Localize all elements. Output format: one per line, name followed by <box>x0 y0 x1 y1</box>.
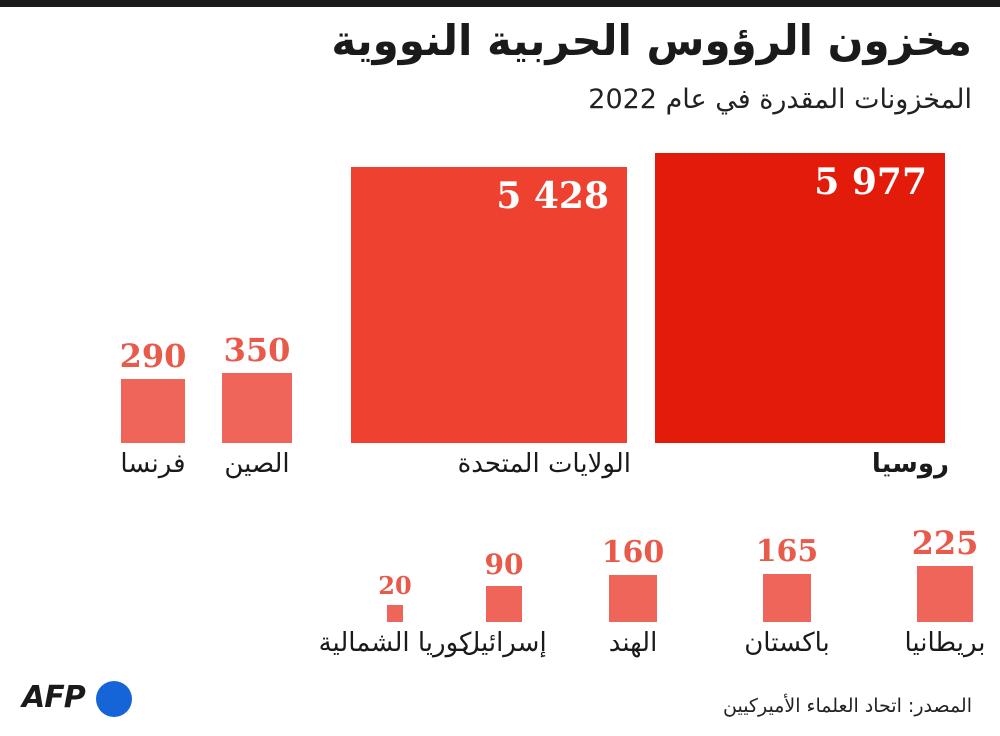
category-label-russia: روسيا <box>871 449 949 479</box>
bar-russia <box>655 153 945 443</box>
bar-north-korea <box>386 605 404 622</box>
value-label-china: 350 <box>223 330 291 369</box>
afp-logo-text: AFP <box>22 680 86 715</box>
source-note: المصدر: اتحاد العلماء الأميركيين <box>723 695 972 717</box>
bar-britain <box>916 565 974 622</box>
value-label-russia: 5 977 <box>814 161 927 203</box>
bar-pakistan <box>762 573 812 622</box>
value-label-india: 160 <box>601 534 665 570</box>
category-label-united-states: الولايات المتحدة <box>457 449 631 479</box>
category-label-britain: بريطانيا <box>904 628 986 658</box>
value-label-britain: 225 <box>911 523 979 562</box>
chart-subtitle: المخزونات المقدرة في عام 2022 <box>588 84 972 115</box>
bar-india <box>609 574 657 622</box>
bar-israel <box>486 586 522 622</box>
value-label-united-states: 5 428 <box>496 174 609 217</box>
category-label-india: الهند <box>608 628 658 658</box>
top-bar <box>0 0 1000 7</box>
value-label-north-korea: 20 <box>378 571 412 601</box>
category-label-china: الصين <box>224 449 290 479</box>
value-label-pakistan: 165 <box>755 533 819 569</box>
chart-title: مخزون الرؤوس الحربية النووية <box>331 16 972 65</box>
category-label-israel: إسرائيل <box>461 628 547 658</box>
category-label-france: فرنسا <box>120 449 186 479</box>
bar-united-states <box>350 166 627 443</box>
bar-france <box>121 379 185 443</box>
category-label-pakistan: باكستان <box>744 628 830 658</box>
bar-china <box>221 372 293 443</box>
category-label-north-korea: كوريا الشمالية <box>318 628 472 658</box>
value-label-france: 290 <box>119 337 187 376</box>
value-label-israel: 90 <box>484 548 524 582</box>
afp-logo-dot-icon <box>96 681 132 717</box>
